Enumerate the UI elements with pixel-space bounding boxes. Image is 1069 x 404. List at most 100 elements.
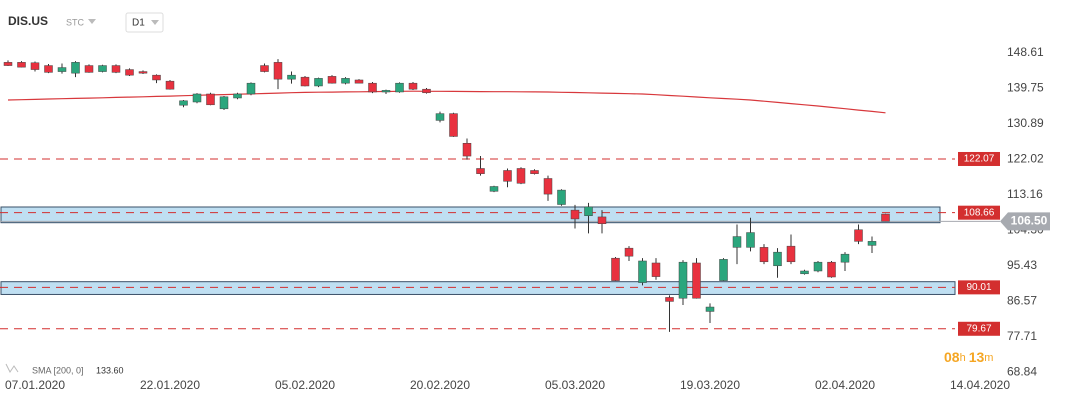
candle-body <box>314 78 323 87</box>
candle-body <box>543 178 553 195</box>
x-tick-label: 05.03.2020 <box>545 378 605 392</box>
symbol[interactable]: DIS.US <box>8 14 48 28</box>
current-price-box <box>1000 212 1050 231</box>
candle-body <box>557 189 566 205</box>
indicator-icon <box>5 363 19 373</box>
interval-select[interactable] <box>125 12 164 33</box>
candle-body <box>678 261 688 299</box>
candle-body <box>17 62 26 68</box>
candle-body <box>179 100 188 106</box>
y-tick-label: 95.43 <box>1007 258 1037 272</box>
candle-body <box>395 82 404 93</box>
candle-body <box>692 262 701 299</box>
candle-body <box>300 76 310 87</box>
candle-body <box>152 74 161 81</box>
candle-body <box>867 241 877 246</box>
candle-body <box>530 170 539 174</box>
level-label-box <box>958 280 1000 295</box>
candle-body <box>881 213 890 222</box>
y-tick-label: 130.89 <box>1007 116 1044 130</box>
dropdown-caret[interactable] <box>88 19 96 24</box>
y-tick-label: 113.16 <box>1007 187 1043 201</box>
candle-body <box>165 80 175 90</box>
candle-body <box>489 186 499 192</box>
candle-body <box>651 262 661 277</box>
level-label-box <box>958 205 1000 220</box>
candle-body <box>84 65 94 73</box>
candle-body <box>638 260 647 283</box>
plot-area: 148.61139.75130.89122.02113.16104.3095.4… <box>0 45 1050 392</box>
candle-body <box>800 270 809 275</box>
x-tick-label: 19.03.2020 <box>680 378 740 392</box>
market: STC <box>66 17 85 27</box>
legend-name: SMA [200, 0] <box>32 365 84 375</box>
candle-body <box>746 232 755 248</box>
candle-body <box>705 306 715 312</box>
candle-body <box>30 62 40 70</box>
level-label: 108.66 <box>964 207 995 218</box>
candle-body <box>3 62 13 66</box>
y-tick-label: 86.57 <box>1007 293 1037 307</box>
x-tick-label: 02.04.2020 <box>815 378 875 392</box>
timer-minutes: 13 <box>969 349 985 365</box>
candle-body <box>840 253 850 263</box>
timer-unit: h <box>960 352 966 364</box>
candle-body <box>476 168 485 174</box>
interval[interactable]: D1 <box>132 18 145 29</box>
candle-body <box>192 93 202 103</box>
candle-body <box>422 88 431 94</box>
x-tick-label: 22.01.2020 <box>140 378 200 392</box>
zone <box>0 281 956 295</box>
candle-body <box>138 71 148 74</box>
candle-body <box>759 247 769 263</box>
candle-body <box>584 206 593 216</box>
candle-body <box>665 297 674 302</box>
candle-body <box>773 251 782 267</box>
candle-body <box>71 62 80 74</box>
y-tick-label: 68.84 <box>1007 364 1037 378</box>
candle-body <box>408 82 418 90</box>
y-tick-label: 148.61 <box>1007 45 1044 59</box>
timer-unit: m <box>984 352 993 364</box>
candle-body <box>381 90 391 93</box>
level-label: 90.01 <box>966 282 991 293</box>
candle-body <box>111 65 121 73</box>
candle-body <box>570 209 580 220</box>
candle-body <box>786 245 796 263</box>
x-tick-label: 07.01.2020 <box>5 378 65 392</box>
candle-body <box>219 96 229 110</box>
candle-body <box>732 236 742 248</box>
candle-body <box>44 65 53 73</box>
y-tick-label: 77.71 <box>1007 329 1037 343</box>
candle-body <box>368 82 377 93</box>
timer: 08h 13m <box>944 349 993 365</box>
zone <box>0 206 941 224</box>
x-tick-label: 14.04.2020 <box>950 378 1010 392</box>
candle-body <box>516 168 526 184</box>
candle-body <box>98 65 107 72</box>
candle-body <box>287 74 296 80</box>
sma-line <box>7 90 886 114</box>
level-label-box <box>958 321 1000 336</box>
candle-body <box>435 113 445 121</box>
candle-body <box>813 261 823 272</box>
candle-body <box>597 216 607 224</box>
level-label: 122.07 <box>964 154 995 165</box>
candle-body <box>719 259 728 281</box>
level-label: 79.67 <box>966 323 991 334</box>
x-tick-label: 05.02.2020 <box>275 378 335 392</box>
candle-body <box>503 170 512 182</box>
candle-body <box>125 69 134 76</box>
dropdown-caret[interactable] <box>151 20 159 25</box>
candle-body <box>260 65 269 72</box>
candle-body <box>273 62 283 80</box>
candle-body <box>462 142 472 157</box>
x-tick-label: 20.02.2020 <box>410 378 470 392</box>
candle-body <box>206 93 215 106</box>
current-price-label: 106.50 <box>1011 214 1048 228</box>
candle-body <box>354 79 364 84</box>
candle-body <box>611 257 620 281</box>
y-tick-label: 122.02 <box>1007 151 1044 165</box>
timer-hours: 08 <box>944 349 960 365</box>
